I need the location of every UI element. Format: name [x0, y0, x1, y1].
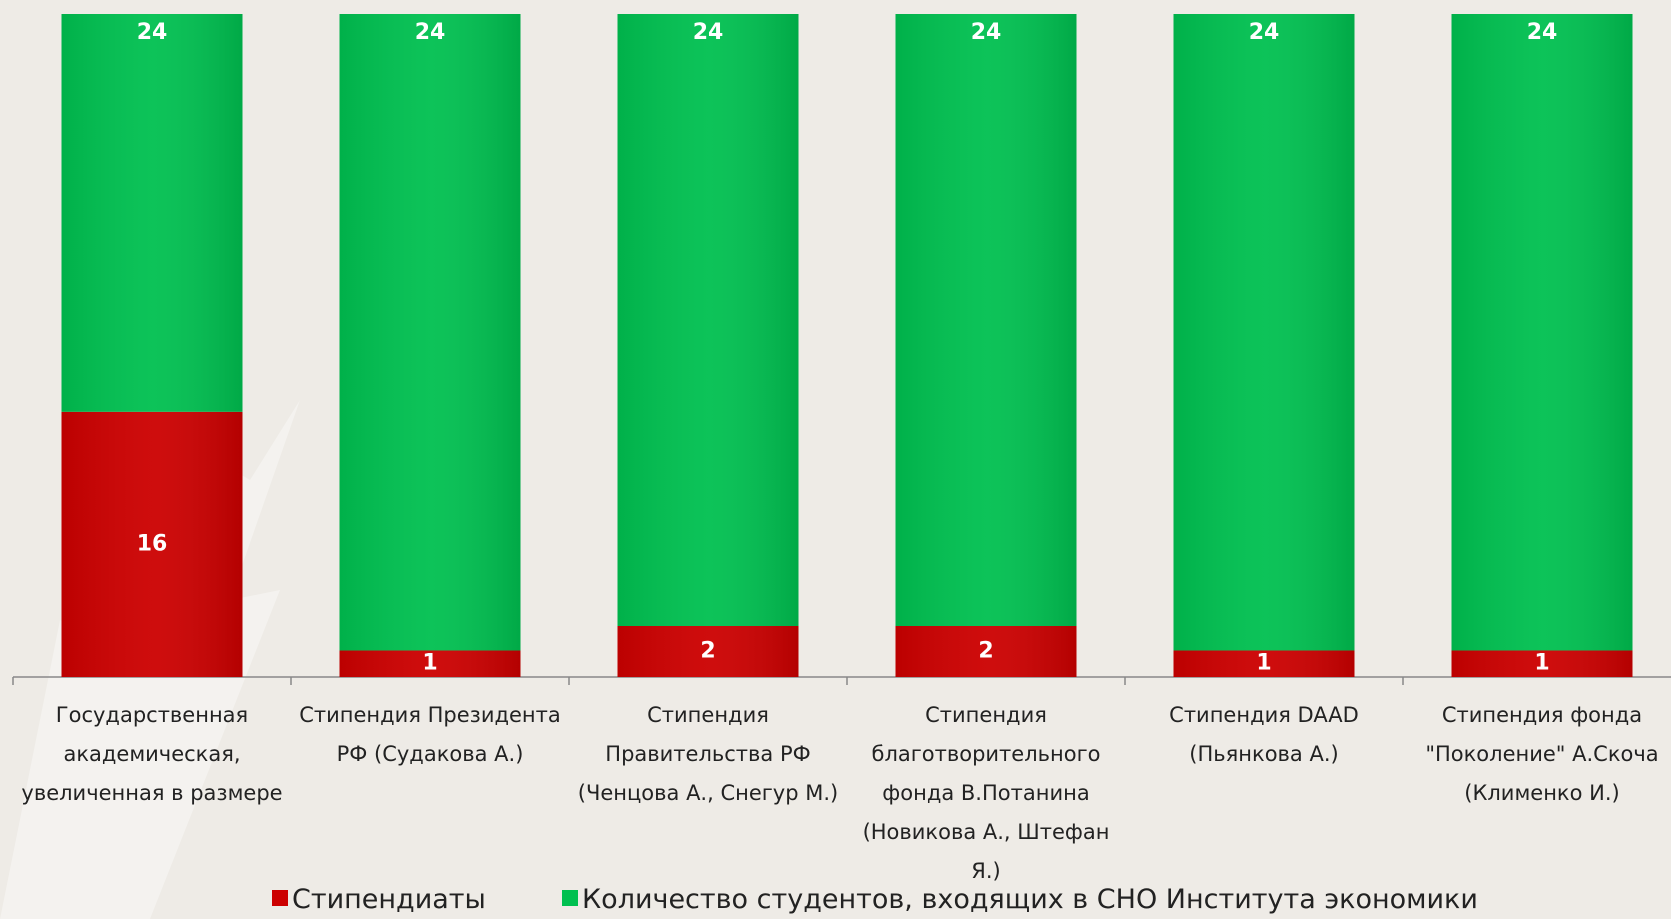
data-label: 1	[422, 651, 437, 676]
data-label: 1	[1534, 651, 1549, 676]
legend-item: Количество студентов, входящих в СНО Инс…	[562, 884, 1478, 915]
data-label: 2	[978, 639, 993, 664]
bar-shade	[61, 14, 243, 412]
bar-shade	[1451, 650, 1633, 677]
legend-swatch	[272, 890, 288, 906]
bar-shade	[61, 411, 243, 677]
data-label: 24	[1249, 20, 1280, 45]
bar-shade	[339, 650, 521, 677]
bar-shade	[1451, 14, 1633, 651]
x-tick-label: Государственная академическая, увеличенн…	[21, 703, 283, 805]
data-label: 24	[693, 20, 724, 45]
x-tick-label: Стипендия фонда "Поколение" А.Скоча (Кли…	[1425, 703, 1659, 805]
bar-shade	[617, 14, 799, 626]
bar-shade	[339, 14, 521, 651]
x-tick-label: Стипендия DAAD (Пьянкова А.)	[1169, 703, 1359, 766]
bar-shade	[895, 626, 1077, 677]
bar-shade	[895, 14, 1077, 626]
legend-label: Количество студентов, входящих в СНО Инс…	[582, 884, 1478, 915]
legend: Стипендиаты Количество студентов, входящи…	[0, 884, 1671, 919]
legend-swatch	[562, 890, 578, 906]
x-tick-label: Стипендия благотворительного фонда В.Пот…	[862, 703, 1110, 883]
legend-label: Стипендиаты	[292, 884, 486, 915]
data-label: 2	[700, 639, 715, 664]
data-label: 24	[137, 20, 168, 45]
data-label: 24	[1527, 20, 1558, 45]
bar-shade	[617, 626, 799, 677]
data-label: 16	[137, 531, 168, 556]
bar-shade	[1173, 14, 1355, 651]
data-label: 1	[1256, 651, 1271, 676]
x-tick-label: Стипендия Президента РФ (Судакова А.)	[299, 703, 561, 766]
data-label: 24	[971, 20, 1002, 45]
legend-item: Стипендиаты	[272, 884, 486, 915]
bar-shade	[1173, 650, 1355, 677]
x-tick-label: Стипендия Правительства РФ (Ченцова А., …	[577, 703, 839, 805]
data-label: 24	[415, 20, 446, 45]
